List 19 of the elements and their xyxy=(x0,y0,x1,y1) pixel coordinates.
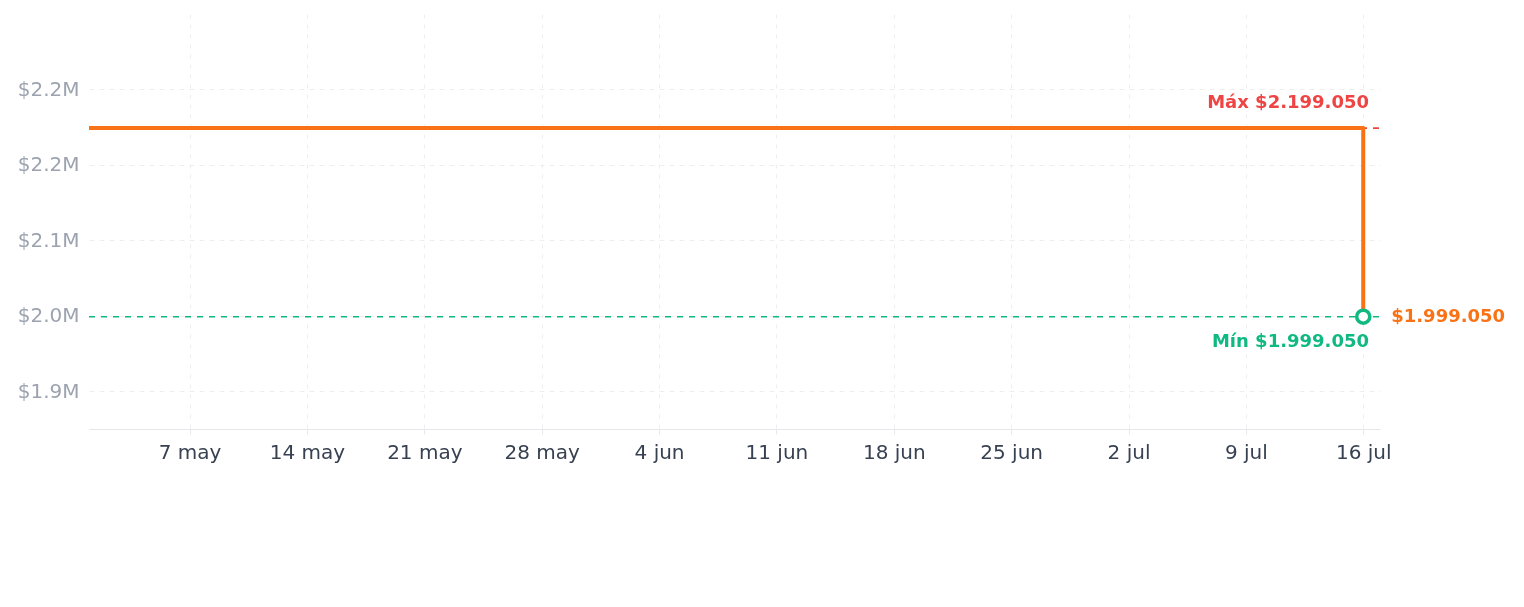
x-tick-label: 25 jun xyxy=(980,439,1043,464)
ref-line-label: Máx $2.199.050 xyxy=(1207,91,1369,113)
x-tick-label: 18 jun xyxy=(862,439,926,464)
data-label: $1.999.050 xyxy=(1391,304,1506,326)
x-tick-label: 4 jun xyxy=(634,439,685,464)
x-tick-label: 14 may xyxy=(269,439,346,464)
x-tick-label: 28 may xyxy=(504,439,581,464)
y-tick-label: $2.1M xyxy=(17,227,80,252)
y-tick-label: $2.0M xyxy=(17,303,80,328)
x-tick-label: 21 may xyxy=(387,439,463,464)
x-tick-label: 2 jul xyxy=(1107,439,1151,464)
ref-line-label: Mín $1.999.050 xyxy=(1211,329,1369,351)
y-tick-label: $1.9M xyxy=(17,378,80,403)
y-tick-label: $2.2M xyxy=(17,76,80,101)
x-tick-label: 11 jun xyxy=(745,439,809,464)
x-tick-label: 16 jul xyxy=(1335,439,1392,464)
x-tick-label: 7 may xyxy=(158,439,222,464)
x-tick-label: 9 jul xyxy=(1224,439,1268,464)
y-tick-label: $2.2M xyxy=(17,152,80,177)
